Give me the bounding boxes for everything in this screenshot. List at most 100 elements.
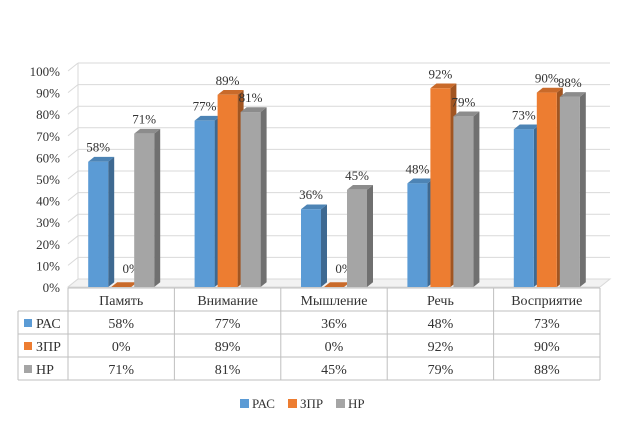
gridline-depth xyxy=(67,105,79,115)
bar-top xyxy=(88,156,115,162)
category-label: Мышление xyxy=(300,294,367,309)
table-cell: 58% xyxy=(108,317,134,332)
bar-top xyxy=(111,282,138,287)
data-label: 89% xyxy=(216,73,240,88)
category-label: Внимание xyxy=(197,294,258,309)
table-cell: 88% xyxy=(534,363,560,378)
table-cell: 48% xyxy=(428,317,454,332)
table-series-name: НР xyxy=(36,363,54,378)
category-label: Восприятие xyxy=(511,294,582,309)
bar-top xyxy=(430,83,457,89)
y-tick-label: 0% xyxy=(43,280,61,295)
gridline-depth xyxy=(67,170,79,180)
bar-top xyxy=(513,124,540,130)
bar xyxy=(240,112,261,287)
bar-top xyxy=(324,282,350,287)
data-label: 79% xyxy=(451,94,475,109)
table-series-name: РАС xyxy=(36,317,61,332)
y-tick-label: 80% xyxy=(36,107,60,122)
y-tick-label: 90% xyxy=(36,86,60,101)
table-legend-key xyxy=(24,319,32,327)
data-label: 77% xyxy=(193,99,217,114)
category-label: Память xyxy=(99,294,143,309)
bar xyxy=(513,129,534,287)
bar-top xyxy=(134,128,161,134)
table-cell: 36% xyxy=(321,317,347,332)
table-cell: 0% xyxy=(325,340,344,355)
bar-side xyxy=(260,107,267,288)
table-cell: 89% xyxy=(215,340,241,355)
bar-top xyxy=(347,185,373,190)
bar-top xyxy=(559,92,586,97)
gridline-depth xyxy=(67,62,79,72)
bar xyxy=(536,92,557,287)
bar xyxy=(301,209,321,287)
bar xyxy=(559,96,580,287)
category-label: Речь xyxy=(427,294,454,309)
table-cell: 79% xyxy=(428,363,454,378)
gridline-depth xyxy=(67,257,79,266)
y-tick-label: 10% xyxy=(36,258,60,273)
legend-label: РАС xyxy=(252,396,275,411)
data-label: 71% xyxy=(132,112,156,127)
legend-key xyxy=(288,399,297,408)
data-label: 48% xyxy=(405,161,429,176)
data-label: 92% xyxy=(428,66,452,81)
bar xyxy=(194,120,215,288)
data-label: 88% xyxy=(558,75,582,90)
bar-side xyxy=(108,156,115,287)
y-tick-label: 100% xyxy=(30,64,61,79)
bar-top xyxy=(407,178,434,184)
table-cell: 0% xyxy=(112,340,131,355)
y-tick-label: 30% xyxy=(36,215,60,230)
data-label: 90% xyxy=(535,71,559,86)
bar-side xyxy=(154,128,161,287)
gridline-depth xyxy=(67,192,79,201)
gridline-depth xyxy=(67,149,79,158)
bar xyxy=(134,133,155,287)
legend-key xyxy=(240,399,249,408)
y-tick-label: 40% xyxy=(36,194,60,209)
y-tick-label: 20% xyxy=(36,237,60,252)
y-tick-label: 50% xyxy=(36,172,60,187)
data-label: 45% xyxy=(345,168,369,183)
bar-side xyxy=(321,204,327,287)
table-legend-key xyxy=(24,342,32,350)
bar-top xyxy=(240,107,267,113)
bar xyxy=(347,189,367,287)
table-legend-key xyxy=(24,365,32,373)
bar-top xyxy=(453,111,480,117)
gridline-depth xyxy=(67,213,79,223)
bar xyxy=(453,116,474,287)
data-label: 36% xyxy=(299,187,323,202)
bar-side xyxy=(579,92,586,288)
bar xyxy=(430,88,451,287)
bar xyxy=(88,161,109,287)
data-label: 58% xyxy=(86,140,110,155)
data-label: 81% xyxy=(239,90,263,105)
bar-side xyxy=(367,185,373,287)
y-tick-label: 70% xyxy=(36,129,60,144)
bar-top xyxy=(536,87,563,93)
legend-label: ЗПР xyxy=(300,396,323,411)
table-cell: 71% xyxy=(108,363,134,378)
table-cell: 81% xyxy=(215,363,241,378)
table-cell: 73% xyxy=(534,317,560,332)
gridline-depth xyxy=(67,127,79,137)
table-series-name: ЗПР xyxy=(36,340,61,355)
y-tick-label: 60% xyxy=(36,150,60,165)
bar xyxy=(217,94,238,287)
table-cell: 90% xyxy=(534,340,560,355)
gridline-depth xyxy=(67,84,79,93)
data-label: 73% xyxy=(512,107,536,122)
gridline-depth xyxy=(67,235,79,245)
bar-top xyxy=(217,89,244,95)
bar-top xyxy=(194,115,221,121)
legend-label: НР xyxy=(348,396,365,411)
legend-key xyxy=(336,399,345,408)
table-cell: 45% xyxy=(321,363,347,378)
bar-top xyxy=(301,204,327,210)
table-cell: 77% xyxy=(215,317,241,332)
